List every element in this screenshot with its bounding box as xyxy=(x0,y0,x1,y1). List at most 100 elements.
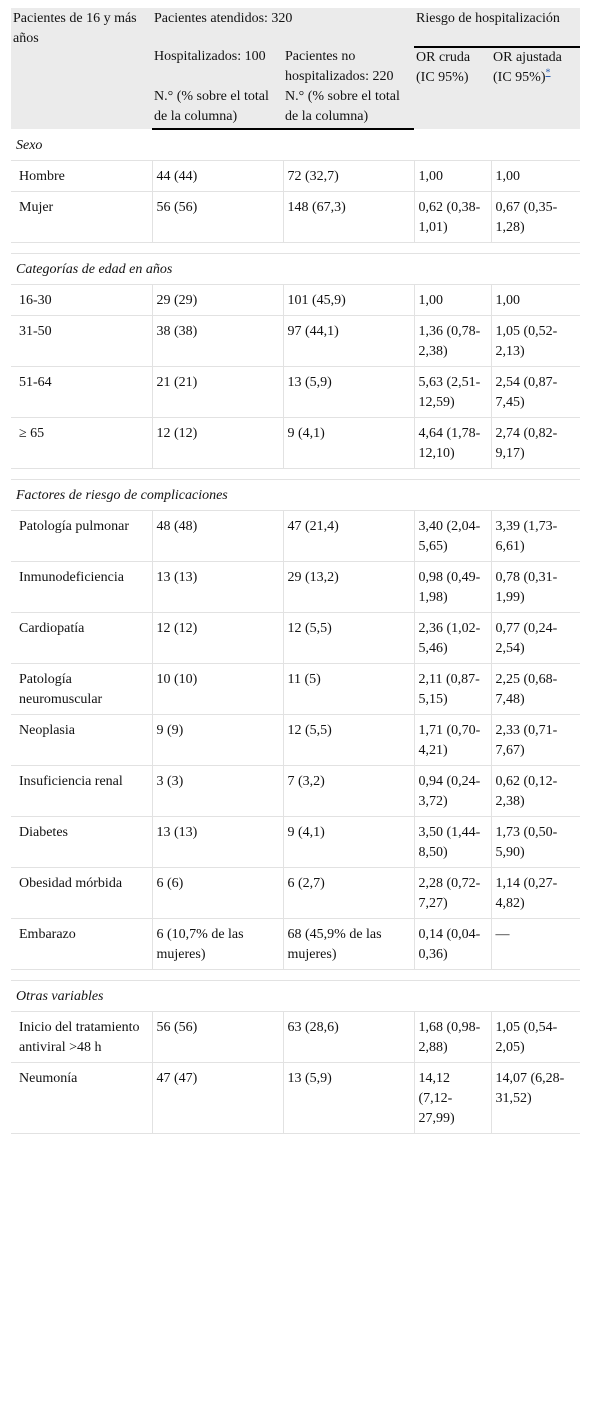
section-row-otras: Otras variables xyxy=(11,980,581,1012)
variable-cell: Patología neuromuscular xyxy=(11,663,153,715)
not-hospitalized-cell: 13 (5,9) xyxy=(283,366,415,418)
section-row-edad: Categorías de edad en años xyxy=(11,253,581,285)
section-row-factores: Factores de riesgo de complicaciones xyxy=(11,479,581,511)
table-row: Patología pulmonar 48 (48) 47 (21,4) 3,40 (… xyxy=(11,510,581,562)
not-hospitalized-cell: 11 (5) xyxy=(283,663,415,715)
variable-cell: Hombre xyxy=(11,160,153,192)
variable-cell: Neumonía xyxy=(11,1062,153,1134)
or-crude-cell: 0,62 (0,38-1,01) xyxy=(414,191,492,243)
or-crude-cell: 2,28 (0,72-7,27) xyxy=(414,867,492,919)
variable-cell: 31-50 xyxy=(11,315,153,367)
not-hospitalized-cell: 68 (45,9% de las mujeres) xyxy=(283,918,415,970)
table-header: Pacientes de 16 y más años Pacientes ate… xyxy=(11,8,581,130)
section-title: Factores de riesgo de complicaciones xyxy=(11,479,581,511)
or-crude-cell: 0,94 (0,24-3,72) xyxy=(414,765,492,817)
hospitalized-cell: 6 (10,7% de las mujeres) xyxy=(152,918,284,970)
or-crude-cell: 0,14 (0,04-0,36) xyxy=(414,918,492,970)
hospitalized-cell: 9 (9) xyxy=(152,714,284,766)
table-row: Insuficiencia renal 3 (3) 7 (3,2) 0,94 (0,2… xyxy=(11,765,581,817)
hospitalized-cell: 12 (12) xyxy=(152,417,284,469)
variable-cell: Patología pulmonar xyxy=(11,510,153,562)
variable-cell: ≥ 65 xyxy=(11,417,153,469)
hospitalization-risk-table: Pacientes de 16 y más años Pacientes ate… xyxy=(11,8,581,1134)
or-crude-cell: 0,98 (0,49-1,98) xyxy=(414,561,492,613)
or-adjusted-cell: 0,62 (0,12-2,38) xyxy=(491,765,581,817)
table-row: Obesidad mórbida 6 (6) 6 (2,7) 2,28 (0,72-7… xyxy=(11,867,581,919)
hospitalized-cell: 44 (44) xyxy=(152,160,284,192)
not-hospitalized-cell: 47 (21,4) xyxy=(283,510,415,562)
header-n-pct-not-hospitalized: N.° (% sobre el total de la columna) xyxy=(283,87,415,130)
or-adjusted-cell: 1,00 xyxy=(491,160,581,192)
hospitalized-cell: 56 (56) xyxy=(152,1011,284,1063)
variable-cell: 16-30 xyxy=(11,284,153,316)
header-not-hospitalized: Pacientes no hospitalizados: 220 xyxy=(283,47,415,87)
spacer-cell xyxy=(11,969,581,981)
variable-cell: Cardiopatía xyxy=(11,612,153,664)
header-hospitalized: Hospitalizados: 100 xyxy=(152,47,283,87)
or-adjusted-cell: 1,14 (0,27-4,82) xyxy=(491,867,581,919)
or-crude-cell: 3,40 (2,04-5,65) xyxy=(414,510,492,562)
variable-cell: Neoplasia xyxy=(11,714,153,766)
not-hospitalized-cell: 101 (45,9) xyxy=(283,284,415,316)
header-patients-16-plus: Pacientes de 16 y más años xyxy=(11,8,152,129)
table-row: 51-64 21 (21) 13 (5,9) 5,63 (2,51-12,59) 2,5… xyxy=(11,366,581,418)
hospitalized-cell: 3 (3) xyxy=(152,765,284,817)
section-row-sexo: Sexo xyxy=(11,129,581,161)
spacer-cell xyxy=(11,468,581,480)
or-adjusted-cell: 0,77 (0,24-2,54) xyxy=(491,612,581,664)
or-adjusted-cell: 3,39 (1,73-6,61) xyxy=(491,510,581,562)
or-crude-cell: 14,12 (7,12-27,99) xyxy=(414,1062,492,1134)
table-row: Neoplasia 9 (9) 12 (5,5) 1,71 (0,70-4,21) 2,… xyxy=(11,714,581,766)
not-hospitalized-cell: 29 (13,2) xyxy=(283,561,415,613)
or-adjusted-cell: 2,74 (0,82-9,17) xyxy=(491,417,581,469)
not-hospitalized-cell: 6 (2,7) xyxy=(283,867,415,919)
hospitalization-table-container: Pacientes de 16 y más años Pacientes ate… xyxy=(11,8,581,1134)
or-crude-cell: 2,11 (0,87-5,15) xyxy=(414,663,492,715)
header-or-adjusted: OR ajustada (IC 95%)* xyxy=(491,46,581,129)
hospitalized-cell: 38 (38) xyxy=(152,315,284,367)
table-row: Hombre 44 (44) 72 (32,7) 1,00 1,00 xyxy=(11,160,581,192)
hospitalized-cell: 29 (29) xyxy=(152,284,284,316)
table-row: 16-30 29 (29) 101 (45,9) 1,00 1,00 xyxy=(11,284,581,316)
table-row: Patología neuromuscular 10 (10) 11 (5) 2,11… xyxy=(11,663,581,715)
or-adjusted-cell: 1,73 (0,50-5,90) xyxy=(491,816,581,868)
table-row: Cardiopatía 12 (12) 12 (5,5) 2,36 (1,02-5,4… xyxy=(11,612,581,664)
table-row: Diabetes 13 (13) 9 (4,1) 3,50 (1,44-8,50) 1,… xyxy=(11,816,581,868)
or-adjusted-cell: 2,33 (0,71-7,67) xyxy=(491,714,581,766)
section-title: Sexo xyxy=(11,129,581,161)
or-crude-cell: 1,68 (0,98-2,88) xyxy=(414,1011,492,1063)
table-row: Embarazo 6 (10,7% de las mujeres) 68 (45,9… xyxy=(11,918,581,970)
not-hospitalized-cell: 13 (5,9) xyxy=(283,1062,415,1134)
or-crude-cell: 5,63 (2,51-12,59) xyxy=(414,366,492,418)
or-adjusted-cell: — xyxy=(491,918,581,970)
header-or-adjusted-label: OR ajustada (IC 95%) xyxy=(493,50,562,85)
or-adjusted-cell: 2,25 (0,68-7,48) xyxy=(491,663,581,715)
not-hospitalized-cell: 9 (4,1) xyxy=(283,417,415,469)
hospitalized-cell: 6 (6) xyxy=(152,867,284,919)
or-crude-cell: 2,36 (1,02-5,46) xyxy=(414,612,492,664)
footnote-link[interactable]: * xyxy=(545,67,551,79)
or-adjusted-cell: 1,00 xyxy=(491,284,581,316)
or-adjusted-cell: 0,78 (0,31-1,99) xyxy=(491,561,581,613)
variable-cell: Inmunodeficiencia xyxy=(11,561,153,613)
table-body: Sexo Hombre 44 (44) 72 (32,7) 1,00 1,00 Mujer 5… xyxy=(11,129,581,1134)
or-adjusted-cell: 1,05 (0,52-2,13) xyxy=(491,315,581,367)
table-row: Inicio del tratamiento antiviral >48 h 56… xyxy=(11,1011,581,1063)
not-hospitalized-cell: 63 (28,6) xyxy=(283,1011,415,1063)
not-hospitalized-cell: 148 (67,3) xyxy=(283,191,415,243)
hospitalized-cell: 47 (47) xyxy=(152,1062,284,1134)
variable-cell: Obesidad mórbida xyxy=(11,867,153,919)
variable-cell: Embarazo xyxy=(11,918,153,970)
or-adjusted-cell: 0,67 (0,35-1,28) xyxy=(491,191,581,243)
not-hospitalized-cell: 9 (4,1) xyxy=(283,816,415,868)
table-row: Inmunodeficiencia 13 (13) 29 (13,2) 0,98 (0… xyxy=(11,561,581,613)
or-crude-cell: 1,00 xyxy=(414,160,492,192)
hospitalized-cell: 13 (13) xyxy=(152,816,284,868)
or-adjusted-cell: 1,05 (0,54-2,05) xyxy=(491,1011,581,1063)
section-spacer xyxy=(11,468,581,480)
not-hospitalized-cell: 97 (44,1) xyxy=(283,315,415,367)
not-hospitalized-cell: 7 (3,2) xyxy=(283,765,415,817)
section-title: Otras variables xyxy=(11,980,581,1012)
header-or-crude: OR cruda (IC 95%) xyxy=(414,46,492,129)
table-row: Mujer 56 (56) 148 (67,3) 0,62 (0,38-1,01) 0,… xyxy=(11,191,581,243)
